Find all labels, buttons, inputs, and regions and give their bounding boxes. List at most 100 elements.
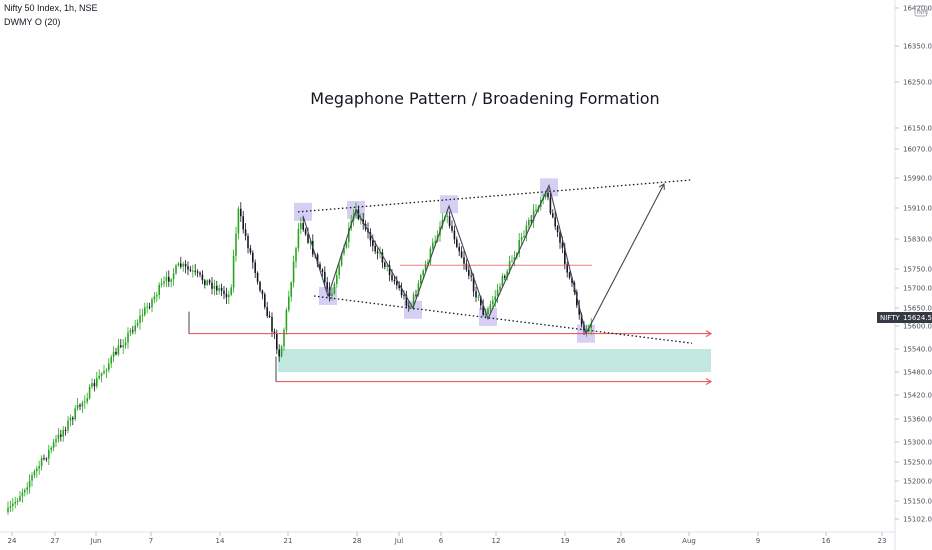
settings-icon[interactable] (914, 5, 928, 17)
candle (496, 283, 499, 304)
candle (237, 206, 240, 240)
candle (489, 300, 492, 314)
candle-body (223, 290, 225, 294)
candle (225, 287, 228, 305)
candle-body (408, 305, 410, 307)
candle (288, 290, 290, 313)
candle (69, 414, 72, 427)
time-tick-label: Jul (394, 537, 404, 545)
candle-body (165, 276, 168, 282)
candle-body (532, 210, 535, 222)
candle-body (571, 277, 573, 284)
candle-body (559, 232, 561, 243)
candle (64, 426, 67, 436)
time-tick-label: 23 (878, 537, 887, 545)
candle (316, 252, 319, 268)
candle-body (199, 272, 201, 275)
candle (235, 226, 237, 262)
candle-body (60, 434, 62, 437)
candle-body (52, 442, 55, 448)
candle (151, 297, 153, 313)
symbol-legend[interactable]: Nifty 50 Index, 1h, NSE (4, 3, 98, 13)
candle-body (530, 220, 532, 222)
candle (244, 223, 247, 241)
candle-body (458, 246, 460, 252)
price-tick-label: 15250.00 (903, 459, 932, 467)
candle-body (158, 284, 160, 295)
candle-body (316, 254, 319, 265)
candle (547, 186, 549, 201)
candle (396, 275, 398, 290)
price-tag-background (877, 312, 932, 323)
candle-body (98, 375, 100, 379)
candle (81, 400, 84, 413)
candle-body (336, 275, 338, 284)
candle (398, 281, 400, 291)
candle (388, 260, 391, 282)
candle (326, 276, 328, 293)
candle-body (321, 269, 324, 273)
candle-body (156, 294, 158, 297)
candle (228, 290, 230, 304)
demand-zone (278, 349, 711, 372)
candle-body (535, 209, 537, 211)
candle-body (129, 330, 132, 333)
candle (153, 292, 156, 304)
time-tick-label: 9 (756, 537, 760, 545)
current-price-tag: NIFTY 15624.50 (877, 312, 932, 323)
candle (96, 371, 98, 389)
candle-body (338, 265, 340, 276)
candle-body (74, 408, 76, 420)
candle (196, 269, 199, 278)
candle-body (513, 257, 516, 261)
candle-body (417, 283, 420, 295)
candle-body (552, 213, 554, 218)
candle-body (230, 287, 232, 295)
candle (122, 339, 124, 355)
candle (300, 217, 302, 235)
candle-body (240, 208, 242, 217)
candle (456, 236, 458, 249)
candle (271, 312, 273, 338)
time-tick-label: 21 (284, 537, 293, 545)
candle (40, 455, 43, 471)
candle (213, 279, 216, 296)
indicator-legend[interactable]: DWMY O (20) (4, 17, 61, 27)
time-axis[interactable]: 24 27 Jun 7 14 21 28 Jul 6 12 19 26 Aug 9 16 23 (8, 532, 887, 545)
price-tick-label: 15650.00 (903, 305, 932, 313)
candle-body (28, 480, 31, 488)
price-tick-label: 16070.00 (903, 146, 932, 154)
candle (45, 457, 48, 462)
candle (230, 284, 232, 297)
candle (381, 248, 384, 269)
candle (148, 302, 151, 310)
candle-body (511, 260, 513, 262)
candle-body (496, 289, 499, 297)
candle (292, 255, 295, 288)
candle-body (331, 293, 333, 296)
candle (511, 255, 513, 263)
candle-body (268, 315, 271, 317)
price-axis[interactable]: 16420.00 16350.00 16250.00 16150.00 16070.00… (895, 5, 932, 524)
candle-body (343, 247, 345, 254)
candle-body (465, 263, 468, 270)
candle (14, 496, 16, 509)
axis-corner-icon[interactable]: INR (914, 5, 928, 17)
candle-body (194, 270, 196, 272)
candle-body (295, 248, 297, 262)
candle-body (489, 304, 492, 309)
candle-body (360, 219, 362, 221)
candle (242, 210, 244, 234)
candle-body (369, 232, 372, 241)
time-tick-label: 27 (51, 537, 60, 545)
candle-body (192, 270, 194, 272)
candle-body (456, 239, 458, 247)
candle-body (379, 252, 381, 254)
candle (384, 261, 386, 270)
candle-body (554, 217, 556, 227)
candle-body (393, 279, 396, 282)
candle (532, 203, 535, 229)
candle (429, 246, 432, 266)
candle-body (110, 356, 112, 364)
